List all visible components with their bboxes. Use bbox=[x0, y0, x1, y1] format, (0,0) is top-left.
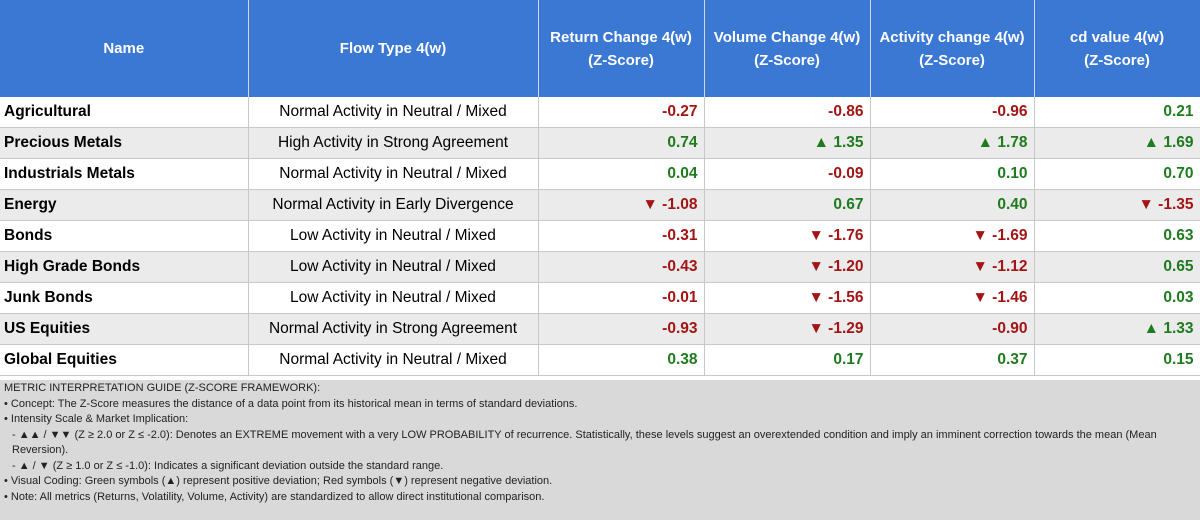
z-score-cell: ▼ -1.08 bbox=[538, 189, 705, 221]
column-header: cd value 4(w) (Z-Score) bbox=[1034, 0, 1200, 97]
row-name: Junk Bonds bbox=[0, 282, 249, 314]
column-header: Flow Type 4(w) bbox=[248, 0, 539, 97]
z-score-cell: 0.03 bbox=[1034, 282, 1200, 314]
z-score-cell: 0.40 bbox=[870, 189, 1035, 221]
z-score-cell: -0.09 bbox=[704, 158, 871, 190]
flow-type: Low Activity in Neutral / Mixed bbox=[248, 251, 539, 283]
z-score-cell: ▼ -1.12 bbox=[870, 251, 1035, 283]
flow-type: Normal Activity in Neutral / Mixed bbox=[248, 97, 539, 128]
row-name: Precious Metals bbox=[0, 127, 249, 159]
z-score-cell: 0.74 bbox=[538, 127, 705, 159]
z-score-cell: 0.38 bbox=[538, 344, 705, 376]
z-score-cell: 0.70 bbox=[1034, 158, 1200, 190]
z-score-cell: 0.21 bbox=[1034, 97, 1200, 128]
row-name: Bonds bbox=[0, 220, 249, 252]
flow-type: Normal Activity in Strong Agreement bbox=[248, 313, 539, 345]
z-score-cell: ▼ -1.35 bbox=[1034, 189, 1200, 221]
z-score-cell: -0.90 bbox=[870, 313, 1035, 345]
flow-type: High Activity in Strong Agreement bbox=[248, 127, 539, 159]
table-body: Agricultural Normal Activity in Neutral /… bbox=[0, 97, 1200, 376]
notes-title: METRIC INTERPRETATION GUIDE (Z-SCORE FRA… bbox=[4, 382, 321, 394]
flow-table: Name Flow Type 4(w) Return Change 4(w) (Z-… bbox=[0, 0, 1200, 376]
row-name: Global Equities bbox=[0, 344, 249, 376]
note-line: - ▲▲ / ▼▼ (Z ≥ 2.0 or Z ≤ -2.0): Denotes… bbox=[12, 428, 1157, 457]
flow-type: Normal Activity in Early Divergence bbox=[248, 189, 539, 221]
note-line: • Intensity Scale & Market Implication: bbox=[4, 413, 189, 425]
table-row: Junk Bonds Low Activity in Neutral / Mixe… bbox=[0, 282, 1200, 314]
table-row: Bonds Low Activity in Neutral / Mixed -0.3… bbox=[0, 220, 1200, 252]
note-line: • Visual Coding: Green symbols (▲) repre… bbox=[4, 475, 553, 487]
z-score-cell: 0.65 bbox=[1034, 251, 1200, 283]
z-score-cell: -0.96 bbox=[870, 97, 1035, 128]
note-line: • Concept: The Z-Score measures the dist… bbox=[4, 397, 578, 410]
z-score-cell: 0.17 bbox=[704, 344, 871, 376]
note-line: • Note: All metrics (Returns, Volatility… bbox=[4, 490, 545, 503]
z-score-cell: ▲ 1.35 bbox=[704, 127, 871, 159]
z-score-cell: -0.31 bbox=[538, 220, 705, 252]
table-row: Global Equities Normal Activity in Neutra… bbox=[0, 344, 1200, 376]
z-score-cell: 0.37 bbox=[870, 344, 1035, 376]
z-score-cell: ▼ -1.69 bbox=[870, 220, 1035, 252]
z-score-cell: 0.10 bbox=[870, 158, 1035, 190]
z-score-cell: ▲ 1.33 bbox=[1034, 313, 1200, 345]
z-score-cell: ▲ 1.78 bbox=[870, 127, 1035, 159]
table-row: Energy Normal Activity in Early Divergenc… bbox=[0, 189, 1200, 221]
table-row: Precious Metals High Activity in Strong A… bbox=[0, 127, 1200, 159]
row-name: US Equities bbox=[0, 313, 249, 345]
z-score-cell: 0.15 bbox=[1034, 344, 1200, 376]
z-score-cell: ▼ -1.76 bbox=[704, 220, 871, 252]
z-score-cell: 0.67 bbox=[704, 189, 871, 221]
column-header: Volume Change 4(w) (Z-Score) bbox=[704, 0, 871, 97]
table-row: High Grade Bonds Low Activity in Neutral … bbox=[0, 251, 1200, 283]
z-score-cell: -0.01 bbox=[538, 282, 705, 314]
z-score-cell: -0.43 bbox=[538, 251, 705, 283]
table-row: Agricultural Normal Activity in Neutral /… bbox=[0, 97, 1200, 128]
row-name: Industrials Metals bbox=[0, 158, 249, 190]
row-name: Agricultural bbox=[0, 97, 249, 128]
flow-type: Normal Activity in Neutral / Mixed bbox=[248, 158, 539, 190]
row-name: High Grade Bonds bbox=[0, 251, 249, 283]
notes: METRIC INTERPRETATION GUIDE (Z-SCORE FRA… bbox=[0, 380, 1200, 520]
column-header: Name bbox=[0, 0, 249, 97]
row-name: Energy bbox=[0, 189, 249, 221]
z-score-cell: 0.63 bbox=[1034, 220, 1200, 252]
z-score-cell: 0.04 bbox=[538, 158, 705, 190]
flow-type: Low Activity in Neutral / Mixed bbox=[248, 282, 539, 314]
z-score-cell: ▼ -1.20 bbox=[704, 251, 871, 283]
flow-type: Normal Activity in Neutral / Mixed bbox=[248, 344, 539, 376]
flow-type: Low Activity in Neutral / Mixed bbox=[248, 220, 539, 252]
z-score-cell: -0.86 bbox=[704, 97, 871, 128]
table-row: US Equities Normal Activity in Strong Agr… bbox=[0, 313, 1200, 345]
column-header: Activity change 4(w) (Z-Score) bbox=[870, 0, 1035, 97]
column-header: Return Change 4(w) (Z-Score) bbox=[538, 0, 705, 97]
header-row: Name Flow Type 4(w) Return Change 4(w) (Z-… bbox=[0, 0, 1200, 97]
z-score-cell: ▼ -1.56 bbox=[704, 282, 871, 314]
z-score-cell: -0.27 bbox=[538, 97, 705, 128]
z-score-cell: ▼ -1.46 bbox=[870, 282, 1035, 314]
table-row: Industrials Metals Normal Activity in Neu… bbox=[0, 158, 1200, 190]
z-score-cell: ▼ -1.29 bbox=[704, 313, 871, 345]
note-line: - ▲ / ▼ (Z ≥ 1.0 or Z ≤ -1.0): Indicates… bbox=[12, 459, 444, 472]
z-score-cell: ▲ 1.69 bbox=[1034, 127, 1200, 159]
z-score-cell: -0.93 bbox=[538, 313, 705, 345]
